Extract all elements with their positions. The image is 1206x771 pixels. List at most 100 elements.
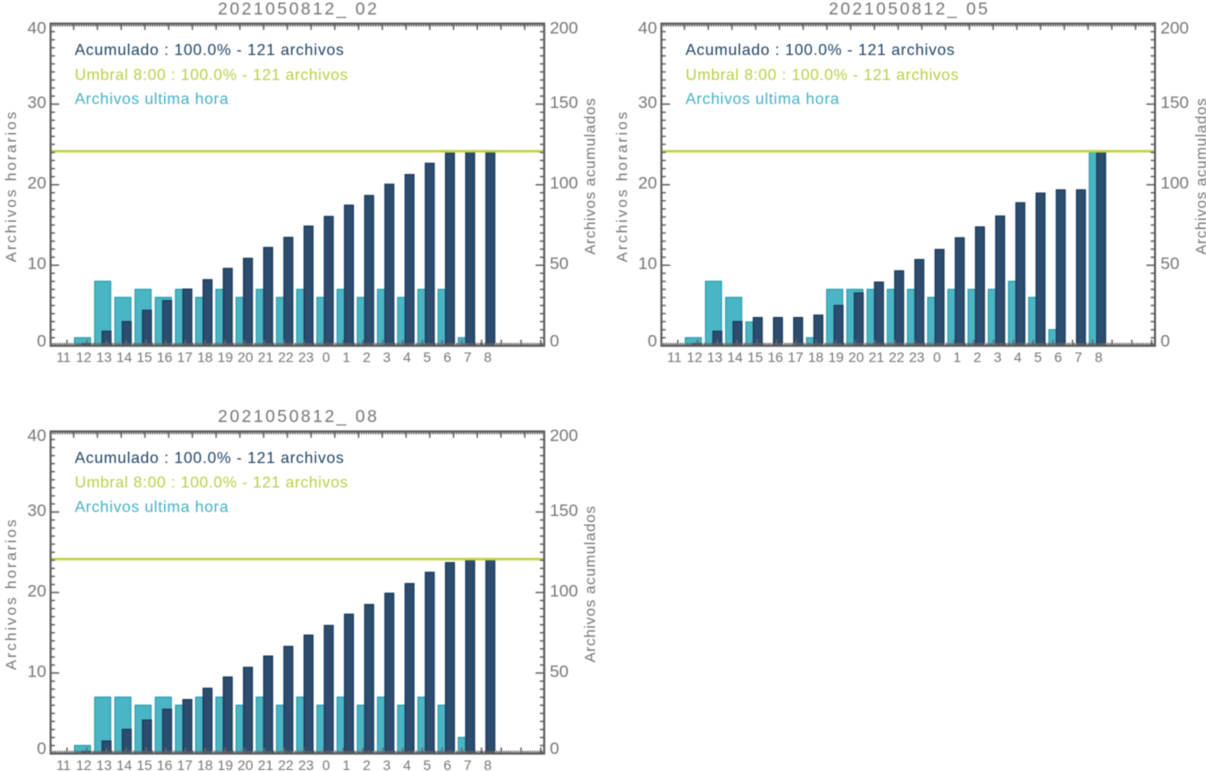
svg-text:18: 18: [197, 349, 213, 365]
svg-text:30: 30: [27, 93, 46, 112]
svg-text:2: 2: [363, 349, 371, 365]
svg-text:6: 6: [444, 757, 452, 771]
svg-text:4: 4: [1014, 349, 1022, 365]
svg-text:40: 40: [638, 18, 657, 37]
svg-text:0: 0: [648, 331, 657, 350]
svg-text:Archivos horarios: Archivos horarios: [3, 519, 20, 670]
svg-text:23: 23: [298, 757, 314, 771]
svg-text:19: 19: [828, 349, 844, 365]
svg-text:17: 17: [177, 349, 193, 365]
svg-text:18: 18: [808, 349, 824, 365]
svg-text:13: 13: [707, 349, 723, 365]
svg-text:0: 0: [37, 331, 46, 350]
svg-text:3: 3: [383, 757, 391, 771]
svg-text:2021050812_ 05: 2021050812_ 05: [829, 0, 988, 18]
svg-text:16: 16: [157, 757, 173, 771]
svg-text:2021050812_ 02: 2021050812_ 02: [218, 0, 377, 18]
svg-text:4: 4: [403, 757, 411, 771]
svg-text:3: 3: [383, 349, 391, 365]
svg-text:17: 17: [788, 349, 804, 365]
svg-text:6: 6: [444, 349, 452, 365]
svg-text:Acumulado : 100.0% - 121 archi: Acumulado : 100.0% - 121 archivos: [75, 450, 344, 467]
svg-text:2: 2: [974, 349, 982, 365]
svg-text:Archivos horarios: Archivos horarios: [3, 111, 20, 262]
svg-text:14: 14: [116, 757, 132, 771]
svg-text:50: 50: [1161, 254, 1180, 273]
svg-text:Archivos acumulados: Archivos acumulados: [582, 506, 599, 663]
svg-text:20: 20: [238, 757, 254, 771]
svg-text:Archivos horarios: Archivos horarios: [614, 111, 631, 262]
svg-text:13: 13: [96, 349, 112, 365]
svg-text:23: 23: [298, 349, 314, 365]
svg-text:19: 19: [217, 349, 233, 365]
svg-text:11: 11: [667, 349, 682, 365]
svg-text:23: 23: [909, 349, 925, 365]
svg-text:Umbral 8:00 : 100.0% - 121 arc: Umbral 8:00 : 100.0% - 121 archivos: [75, 67, 348, 84]
svg-text:Archivos ultima hora: Archivos ultima hora: [686, 91, 840, 108]
svg-text:Archivos ultima hora: Archivos ultima hora: [75, 91, 229, 108]
svg-text:1: 1: [343, 757, 351, 771]
svg-text:2: 2: [363, 757, 371, 771]
svg-text:200: 200: [550, 18, 578, 37]
svg-text:17: 17: [177, 757, 193, 771]
svg-text:0: 0: [933, 349, 941, 365]
svg-text:Archivos acumulados: Archivos acumulados: [1193, 98, 1206, 255]
svg-text:22: 22: [278, 757, 294, 771]
svg-text:10: 10: [27, 662, 46, 681]
svg-text:16: 16: [768, 349, 784, 365]
svg-text:8: 8: [484, 757, 492, 771]
svg-text:50: 50: [550, 662, 569, 681]
svg-text:12: 12: [76, 757, 92, 771]
svg-text:0: 0: [322, 349, 330, 365]
svg-text:7: 7: [464, 757, 472, 771]
svg-text:1: 1: [953, 349, 961, 365]
svg-text:150: 150: [550, 501, 578, 520]
svg-text:19: 19: [217, 757, 233, 771]
svg-text:13: 13: [96, 757, 112, 771]
svg-text:0: 0: [550, 331, 559, 350]
svg-text:0: 0: [1161, 331, 1170, 350]
svg-text:0: 0: [322, 757, 330, 771]
svg-text:40: 40: [27, 426, 46, 445]
svg-text:100: 100: [1161, 174, 1189, 193]
svg-text:21: 21: [258, 757, 274, 771]
svg-text:40: 40: [27, 18, 46, 37]
svg-text:150: 150: [1161, 93, 1189, 112]
svg-text:30: 30: [638, 93, 657, 112]
svg-text:20: 20: [848, 349, 864, 365]
svg-text:7: 7: [464, 349, 472, 365]
svg-text:18: 18: [197, 757, 213, 771]
svg-text:20: 20: [27, 174, 46, 193]
svg-text:50: 50: [550, 254, 569, 273]
svg-text:0: 0: [37, 739, 46, 758]
svg-text:Archivos ultima hora: Archivos ultima hora: [75, 499, 229, 516]
svg-text:12: 12: [687, 349, 703, 365]
svg-text:5: 5: [423, 757, 431, 771]
svg-text:8: 8: [1095, 349, 1103, 365]
svg-text:0: 0: [550, 739, 559, 758]
svg-text:4: 4: [403, 349, 411, 365]
svg-text:12: 12: [76, 349, 92, 365]
svg-text:11: 11: [56, 349, 71, 365]
svg-text:6: 6: [1054, 349, 1062, 365]
svg-text:15: 15: [137, 757, 153, 771]
svg-text:5: 5: [423, 349, 431, 365]
svg-text:Acumulado : 100.0% - 121 archi: Acumulado : 100.0% - 121 archivos: [686, 42, 955, 59]
svg-text:1: 1: [343, 349, 351, 365]
svg-text:22: 22: [889, 349, 905, 365]
svg-text:200: 200: [550, 426, 578, 445]
svg-text:15: 15: [747, 349, 763, 365]
svg-text:5: 5: [1034, 349, 1042, 365]
svg-text:Umbral 8:00 : 100.0% - 121 arc: Umbral 8:00 : 100.0% - 121 archivos: [686, 67, 959, 84]
svg-text:21: 21: [869, 349, 885, 365]
svg-text:21: 21: [258, 349, 274, 365]
svg-text:150: 150: [550, 93, 578, 112]
svg-text:14: 14: [116, 349, 132, 365]
svg-text:7: 7: [1075, 349, 1083, 365]
svg-text:Umbral 8:00 : 100.0% - 121 arc: Umbral 8:00 : 100.0% - 121 archivos: [75, 475, 348, 492]
svg-text:2021050812_ 08: 2021050812_ 08: [218, 406, 377, 426]
svg-text:30: 30: [27, 501, 46, 520]
svg-text:100: 100: [550, 581, 578, 600]
svg-text:20: 20: [238, 349, 254, 365]
svg-text:11: 11: [56, 757, 71, 771]
